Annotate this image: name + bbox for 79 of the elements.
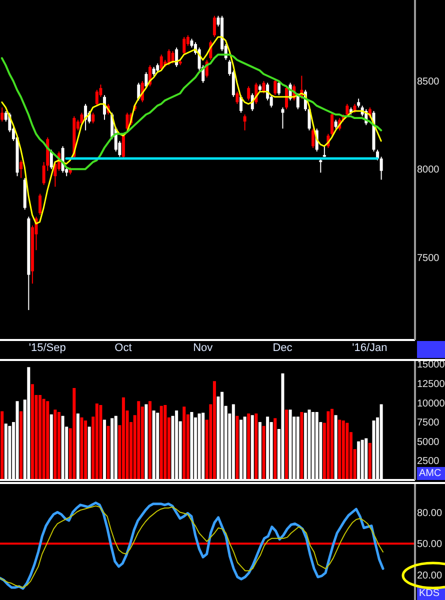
candlestick [281, 106, 284, 130]
candlestick [0, 106, 4, 122]
candlestick [50, 149, 53, 170]
bar [247, 414, 250, 480]
candlestick [243, 114, 246, 131]
x-tick-label: '16/Jan [352, 342, 388, 354]
candlestick [346, 103, 349, 117]
bar [274, 418, 277, 480]
bar [160, 406, 163, 480]
bar [346, 422, 349, 480]
bar [262, 426, 266, 480]
bar [38, 395, 42, 480]
candlestick [20, 160, 23, 178]
candlestick [160, 54, 163, 71]
bar [54, 410, 57, 480]
bar [84, 420, 88, 480]
bar [342, 420, 345, 480]
x-tick-label: Nov [193, 342, 214, 354]
bar [164, 405, 167, 480]
candlestick [144, 72, 148, 89]
y-tick-label: 12500 [417, 378, 445, 390]
candlestick [380, 156, 383, 180]
y-tick-label: 7500 [417, 252, 440, 264]
text: AMC [419, 467, 442, 480]
bar [20, 411, 23, 480]
x-tick-label: Dec [272, 342, 293, 354]
candlestick [182, 36, 186, 56]
y-tick-label: 15000 [417, 360, 445, 371]
candlestick [330, 112, 334, 136]
candlestick [236, 91, 239, 104]
candlestick [247, 86, 250, 101]
bar [330, 408, 334, 480]
bar [148, 401, 152, 480]
bar [72, 388, 76, 480]
bar [300, 412, 304, 480]
bar [236, 416, 239, 480]
bar [137, 401, 140, 480]
bar [42, 398, 46, 480]
bar [106, 426, 110, 480]
bar [46, 401, 50, 480]
bar [182, 406, 186, 480]
candlestick [262, 80, 266, 94]
bar [57, 412, 60, 480]
bar [338, 420, 342, 480]
y-tick-label: 7500 [417, 418, 440, 429]
candlestick [38, 193, 42, 216]
bar [326, 411, 330, 480]
candlestick [274, 78, 277, 96]
y-tick-label: 50.00 [417, 539, 442, 550]
candlestick [277, 80, 280, 96]
candlestick [171, 50, 174, 64]
bar [122, 397, 125, 480]
bar [285, 410, 288, 480]
y-tick-label: 20.00 [417, 570, 442, 582]
candlestick [92, 112, 95, 124]
bar [368, 442, 372, 480]
bar [254, 414, 258, 480]
x-tick-label: '15/Sep [28, 342, 66, 354]
candlestick [212, 15, 216, 38]
candlestick [137, 82, 140, 101]
bar [95, 404, 98, 480]
y-tick-label: 8500 [417, 76, 440, 88]
text: KDS [419, 587, 440, 600]
candlestick [167, 48, 170, 66]
bar [30, 384, 34, 480]
candlestick [312, 128, 315, 148]
x-tick-label: Oct [114, 342, 132, 354]
y-tick-label: 80.00 [417, 508, 442, 519]
y-tick-label: 5000 [417, 436, 440, 448]
bar [0, 411, 4, 480]
candlestick [322, 146, 326, 158]
candlestick [285, 86, 288, 110]
bar [99, 405, 102, 480]
bar [80, 417, 84, 480]
y-tick-label: 10000 [417, 398, 445, 410]
y-tick-label: 8000 [417, 164, 440, 176]
y-tick-label: 2500 [417, 456, 440, 468]
candlestick [126, 112, 129, 131]
bar [212, 381, 216, 480]
